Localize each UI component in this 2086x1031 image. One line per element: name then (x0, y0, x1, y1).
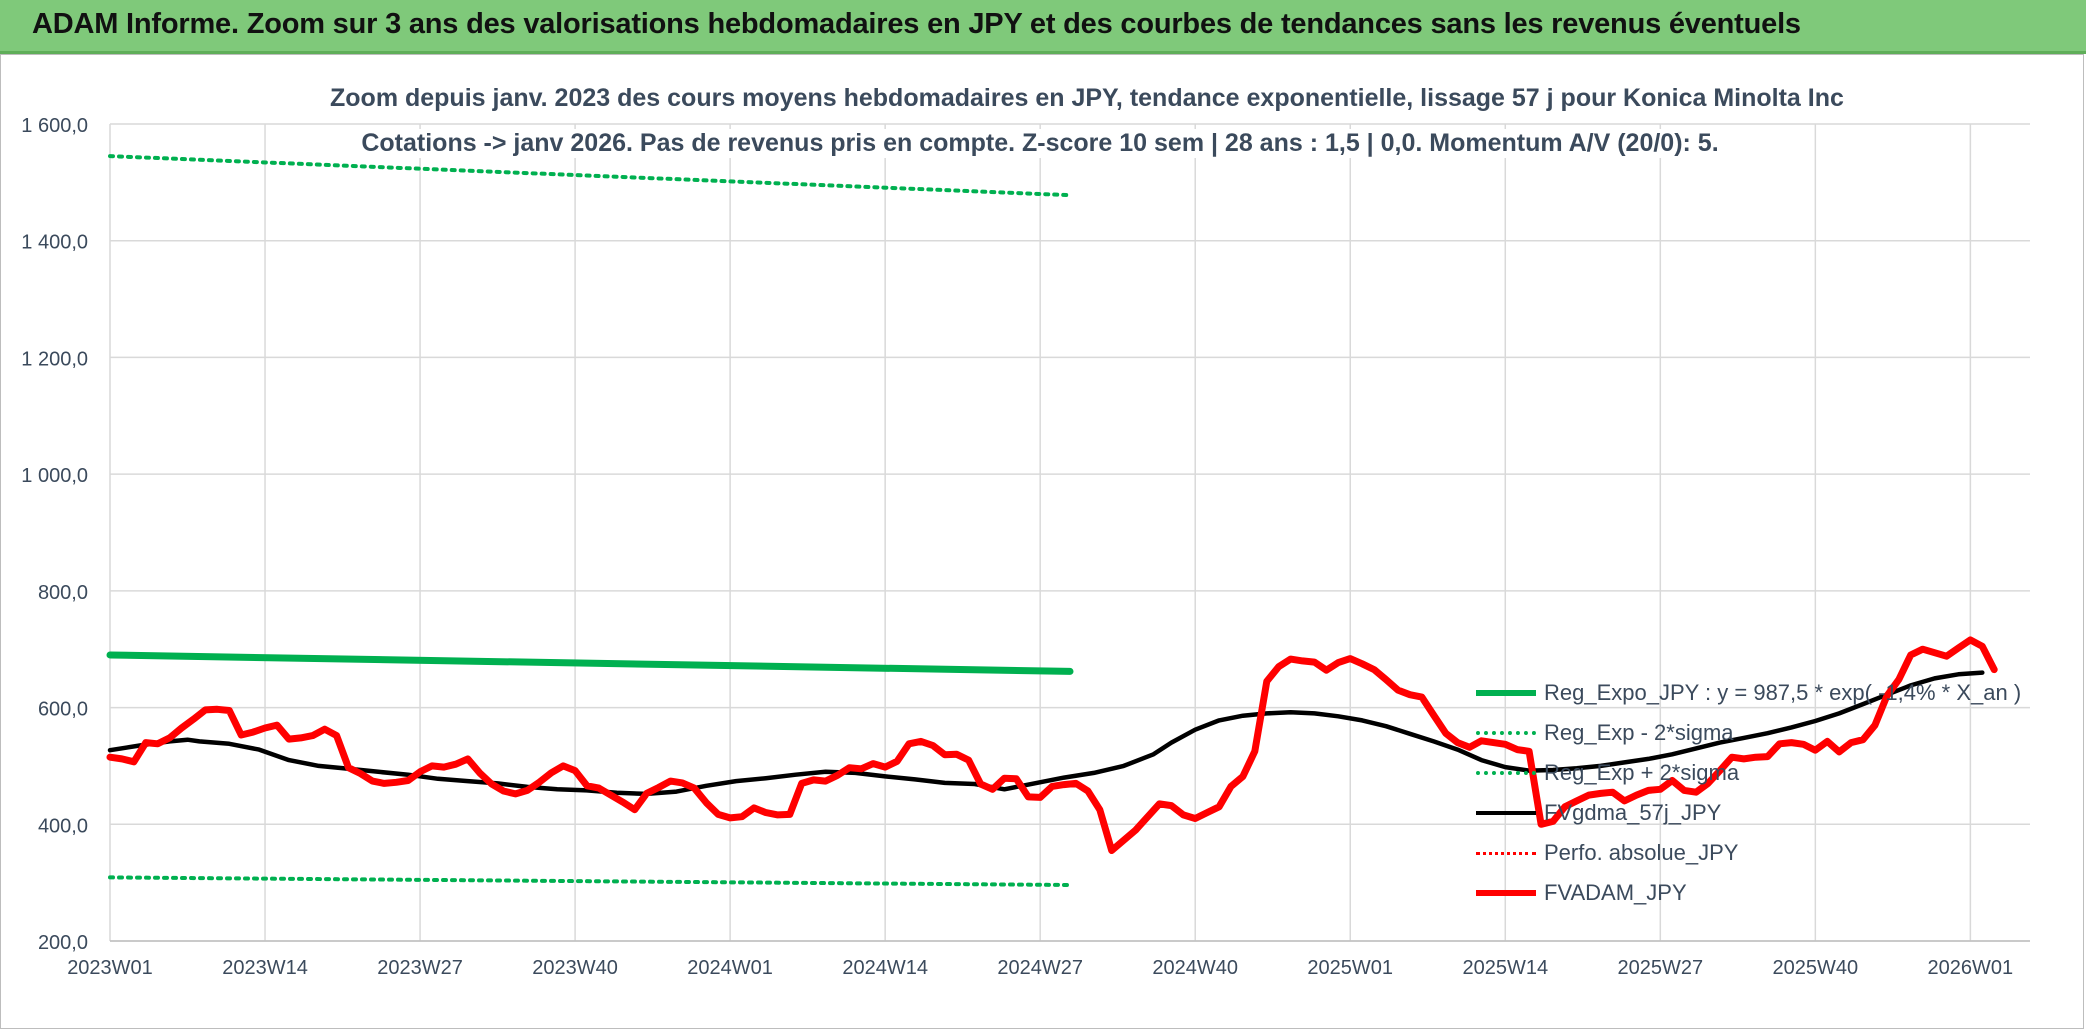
green-dotted-line-icon (1476, 771, 1536, 775)
series-lines (106, 154, 1998, 887)
green-thick-line-icon (1476, 690, 1536, 696)
series-line-1 (108, 875, 1072, 887)
y-tick-label: 600,0 (38, 699, 88, 721)
legend-label: FVgdma_57j_JPY (1544, 800, 1722, 825)
x-tick-label: 2026W01 (1928, 957, 2014, 979)
y-tick-label: 1 200,0 (21, 348, 88, 370)
x-tick-label: 2023W40 (532, 957, 618, 979)
series-line-2 (108, 154, 1072, 198)
y-tick-label: 1 000,0 (21, 465, 88, 487)
x-tick-label: 2025W14 (1462, 957, 1548, 979)
green-dotted-line-icon (1476, 731, 1536, 735)
legend-label: Reg_Expo_JPY : y = 987,5 * exp( -1,4% * … (1544, 680, 2022, 705)
legend-item-fvadam: FVADAM_JPY (1476, 873, 2021, 913)
x-tick-label: 2025W27 (1617, 957, 1703, 979)
x-tick-label: 2025W40 (1773, 957, 1859, 979)
series-line-5 (106, 636, 1998, 854)
legend-item-fvgdma: FVgdma_57j_JPY (1476, 793, 2021, 833)
y-axis-ticks: 200,0 400,0 600,0 800,0 1 000,0 1 200,0 1 400,… (21, 115, 88, 954)
chart-title: Zoom depuis janv. 2023 des cours moyens … (330, 84, 1844, 113)
x-tick-label: 2023W14 (222, 957, 308, 979)
y-tick-label: 1 400,0 (21, 232, 88, 254)
x-tick-label: 2024W40 (1152, 957, 1238, 979)
x-tick-label: 2024W01 (687, 957, 773, 979)
report-title: ADAM Informe. Zoom sur 3 ans des valoris… (32, 8, 1801, 40)
chart-subtitle: Cotations -> janv 2026. Pas de revenus p… (330, 129, 1750, 158)
x-axis-ticks: 2023W01 2023W14 2023W27 2023W40 2024W01 2024W… (67, 957, 2013, 979)
x-tick-label: 2024W14 (842, 957, 928, 979)
x-tick-label: 2024W27 (997, 957, 1083, 979)
legend-label: Reg_Exp - 2*sigma (1544, 720, 1734, 745)
report-banner: ADAM Informe. Zoom sur 3 ans des valoris… (0, 0, 2086, 54)
x-tick-label: 2025W01 (1307, 957, 1393, 979)
legend-label: Reg_Exp + 2*sigma (1544, 760, 1740, 785)
grid-lines (109, 123, 2030, 942)
y-tick-label: 1 600,0 (21, 115, 88, 137)
y-tick-label: 800,0 (38, 582, 88, 604)
red-dotted-line-icon (1476, 851, 1536, 855)
series-line-3 (107, 670, 1985, 797)
x-tick-label: 2023W01 (67, 957, 153, 979)
chart-frame (0, 54, 2084, 1029)
legend-label: FVADAM_JPY (1544, 880, 1687, 905)
legend-item-reg-minus: Reg_Exp - 2*sigma (1476, 713, 2021, 753)
legend-item-reg-expo: Reg_Expo_JPY : y = 987,5 * exp( -1,4% * … (1476, 673, 2021, 713)
legend-item-perfo: Perfo. absolue_JPY (1476, 833, 2021, 873)
black-line-icon (1476, 811, 1536, 815)
chart-legend: Reg_Expo_JPY : y = 987,5 * exp( -1,4% * … (1476, 673, 2021, 913)
x-tick-label: 2023W27 (377, 957, 463, 979)
legend-label: Perfo. absolue_JPY (1544, 840, 1739, 865)
red-thick-line-icon (1476, 890, 1536, 896)
y-tick-label: 200,0 (38, 932, 88, 954)
legend-item-reg-plus: Reg_Exp + 2*sigma (1476, 753, 2021, 793)
y-tick-label: 400,0 (38, 815, 88, 837)
series-line-0 (106, 651, 1074, 675)
